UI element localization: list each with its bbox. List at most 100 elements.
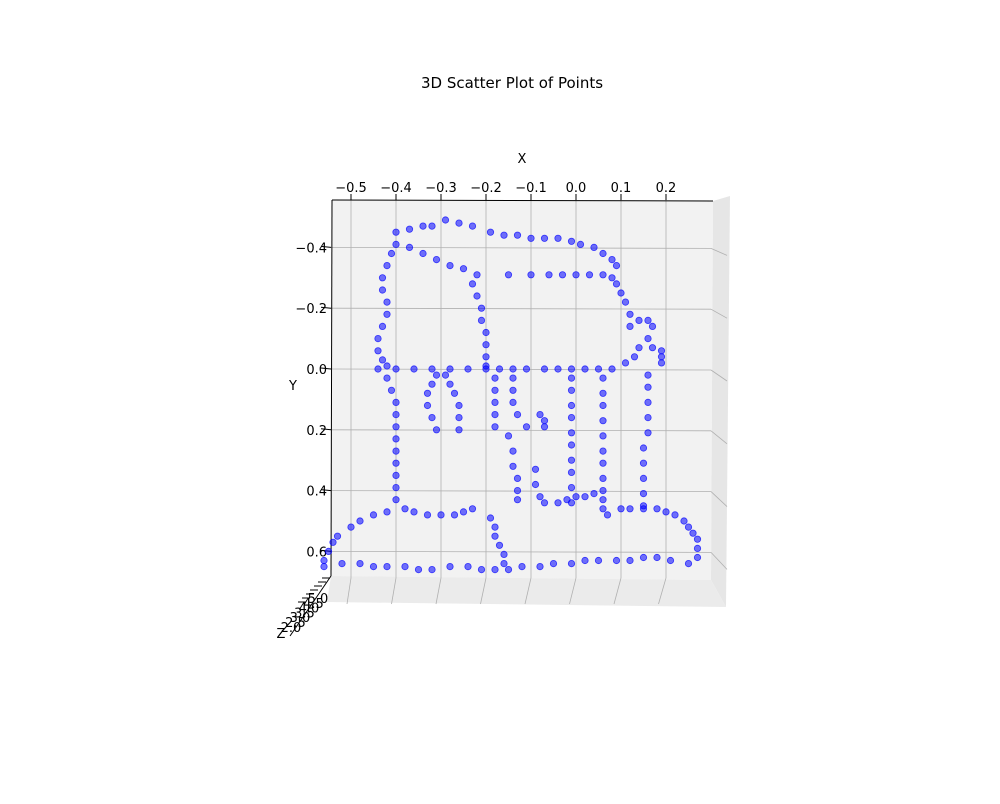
data-point <box>617 505 625 513</box>
floor-gridline <box>480 577 487 605</box>
data-point <box>374 334 382 343</box>
data-point <box>626 556 634 565</box>
x-tick-label: −0.1 <box>515 181 547 196</box>
data-point <box>477 565 486 574</box>
data-point <box>599 271 607 279</box>
data-point <box>410 365 418 373</box>
data-point <box>662 508 670 516</box>
floor-gridline <box>613 577 622 605</box>
data-point <box>617 289 625 297</box>
data-point <box>383 310 391 318</box>
data-point <box>630 353 639 361</box>
data-point <box>621 359 630 367</box>
data-point <box>491 423 499 431</box>
z-axis-label: Z <box>277 627 286 642</box>
data-point <box>504 271 513 279</box>
data-point <box>486 228 495 236</box>
data-point <box>644 413 652 422</box>
data-point <box>500 550 508 559</box>
data-point <box>455 413 463 422</box>
data-point <box>549 559 558 568</box>
data-point <box>540 234 549 242</box>
data-point <box>324 547 333 556</box>
data-point <box>428 380 436 388</box>
data-point <box>522 423 531 431</box>
data-point <box>513 486 522 495</box>
data-point <box>644 429 652 437</box>
data-point <box>612 261 621 270</box>
data-point <box>441 371 450 379</box>
data-point <box>437 511 445 519</box>
data-point <box>680 517 688 525</box>
data-point <box>378 286 387 294</box>
data-point <box>594 365 603 373</box>
data-point <box>450 511 459 519</box>
data-point <box>657 353 666 361</box>
x-tick-label: 0.0 <box>566 181 587 196</box>
data-point <box>639 505 648 513</box>
data-point <box>446 365 454 373</box>
data-point <box>545 271 553 279</box>
data-point <box>329 538 337 546</box>
y-gridline <box>330 551 712 553</box>
data-point <box>495 365 504 373</box>
data-point <box>473 271 481 279</box>
data-point <box>432 371 441 379</box>
data-point <box>401 505 409 513</box>
data-point <box>527 271 535 279</box>
data-point <box>599 389 607 397</box>
data-point <box>495 541 504 549</box>
data-point <box>509 462 517 470</box>
data-point <box>423 511 432 519</box>
data-point <box>599 486 607 495</box>
data-point <box>648 344 657 352</box>
data-point <box>567 456 576 464</box>
data-point <box>428 413 436 422</box>
x-tick-label: −0.5 <box>335 181 367 196</box>
data-point <box>446 261 454 270</box>
data-point <box>509 447 517 455</box>
data-point <box>540 499 549 507</box>
data-point <box>657 347 666 355</box>
data-point <box>590 243 598 251</box>
data-point <box>599 474 607 482</box>
data-point <box>671 511 679 519</box>
data-point <box>599 417 607 425</box>
data-point <box>450 389 459 397</box>
z-tick-label: 4.0 <box>299 602 320 617</box>
data-point <box>536 493 544 501</box>
data-point <box>392 365 400 373</box>
data-point <box>567 468 576 476</box>
data-point <box>567 365 576 373</box>
side-gridline <box>710 369 728 382</box>
data-point <box>482 328 490 337</box>
side-pane <box>711 196 730 607</box>
data-point <box>491 565 499 574</box>
data-point <box>639 553 648 562</box>
data-point <box>536 562 544 571</box>
data-point <box>626 505 634 513</box>
data-point <box>491 532 499 540</box>
data-point <box>554 234 562 242</box>
data-point <box>482 365 490 373</box>
y-tick-mark <box>320 367 332 370</box>
data-point <box>626 310 634 318</box>
data-point <box>581 365 589 373</box>
side-gridline <box>710 308 728 319</box>
data-point <box>644 371 652 379</box>
data-point <box>468 505 477 513</box>
data-point <box>374 347 382 355</box>
x-tick-label: 0.2 <box>656 181 677 196</box>
y-tick-mark <box>320 306 332 309</box>
data-point <box>639 489 648 498</box>
data-point <box>599 447 607 455</box>
data-point <box>554 499 562 507</box>
floor-gridline <box>658 577 667 605</box>
data-point <box>603 511 612 519</box>
data-point <box>446 562 454 571</box>
data-point <box>626 322 634 330</box>
data-point <box>576 240 585 248</box>
side-gridline <box>710 248 728 256</box>
data-point <box>419 222 427 230</box>
data-point <box>513 474 522 482</box>
